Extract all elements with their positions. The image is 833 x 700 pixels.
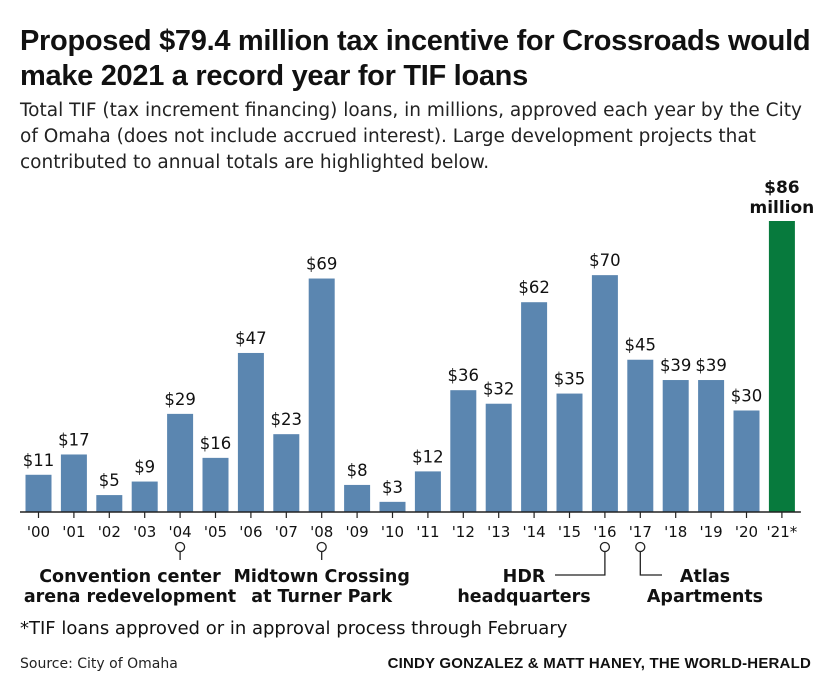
annotation-marker <box>174 541 186 553</box>
bar-12 <box>450 390 477 512</box>
data-label: $70 <box>589 251 621 270</box>
annotation-leader <box>639 551 662 576</box>
bar-02 <box>96 495 123 512</box>
x-tick-label: '13 <box>487 523 510 541</box>
x-tick-label: '14 <box>522 523 545 541</box>
data-label: $30 <box>731 386 763 405</box>
bar-16 <box>591 275 618 512</box>
bar-09 <box>344 484 371 512</box>
x-tick-label: '15 <box>558 523 581 541</box>
annotation-line1: Convention center <box>39 567 221 587</box>
annotation-line2: at Turner Park <box>251 587 392 607</box>
data-label: $39 <box>660 356 692 375</box>
annotation-line1: HDR <box>503 567 546 587</box>
x-tick-label: '04 <box>168 523 191 541</box>
bar-04 <box>167 413 194 512</box>
x-tick-label: '10 <box>381 523 404 541</box>
annotation-marker <box>316 541 327 553</box>
credit-line: CINDY GONZALEZ & MATT HANEY, THE WORLD-H… <box>387 655 811 672</box>
x-tick-label: '18 <box>664 523 687 541</box>
bar-20 <box>733 410 760 512</box>
bar-11 <box>414 471 441 512</box>
data-label: $32 <box>483 380 515 399</box>
bar-19 <box>698 380 725 512</box>
bar-05 <box>202 457 229 512</box>
x-tick-label: '19 <box>699 523 722 541</box>
data-label-highlight-value: $86 <box>764 178 800 198</box>
x-tick-label: '07 <box>275 523 298 541</box>
x-tick-label: '03 <box>133 523 156 541</box>
bar-01 <box>60 454 87 512</box>
data-label: $23 <box>271 410 303 429</box>
x-tick-label: '12 <box>452 523 475 541</box>
data-label: $9 <box>134 458 155 477</box>
x-tick-label: '02 <box>98 523 121 541</box>
x-tick-label: '11 <box>416 523 439 541</box>
data-label: $36 <box>448 366 480 385</box>
data-label: $12 <box>412 447 444 466</box>
data-label: $11 <box>23 451 55 470</box>
bar-18 <box>662 380 689 512</box>
data-label: $29 <box>164 390 196 409</box>
bar-13 <box>485 403 512 512</box>
data-label: $5 <box>99 471 120 490</box>
bar-15 <box>556 393 583 512</box>
bar-06 <box>237 352 264 512</box>
data-label: $69 <box>306 255 338 274</box>
annotation-line2: arena redevelopment <box>24 587 236 607</box>
x-tick-label: '16 <box>593 523 616 541</box>
data-label: $35 <box>554 370 586 389</box>
annotation-line2: headquarters <box>457 587 590 607</box>
x-tick-label: '00 <box>27 523 50 541</box>
data-label: $47 <box>235 329 267 348</box>
data-label: $17 <box>58 430 90 449</box>
bar-21 <box>768 221 795 512</box>
annotation-line1: Midtown Crossing <box>234 567 410 587</box>
bar-08 <box>308 278 335 512</box>
annotation-line2: Apartments <box>647 587 763 607</box>
footnote: *TIF loans approved or in approval proce… <box>20 618 568 639</box>
data-label-highlight-unit: million <box>749 198 814 218</box>
annotation-leader <box>555 551 606 576</box>
data-label: $62 <box>518 278 550 297</box>
data-label: $3 <box>382 478 403 497</box>
bar-14 <box>521 302 548 512</box>
chart-title: Proposed $79.4 million tax incentive for… <box>20 25 811 92</box>
bar-10 <box>379 501 406 512</box>
chart-subtitle: Total TIF (tax increment financing) loan… <box>20 100 802 173</box>
x-tick-label: '09 <box>345 523 368 541</box>
bar-03 <box>131 481 158 512</box>
annotation-marker <box>599 541 611 553</box>
x-tick-label: '20 <box>735 523 758 541</box>
data-label: $39 <box>695 356 727 375</box>
x-tick-label: '06 <box>239 523 262 541</box>
data-label: $45 <box>625 336 657 355</box>
x-tick-label: '01 <box>62 523 85 541</box>
data-label: $16 <box>200 434 232 453</box>
x-tick-label: '21* <box>767 523 798 541</box>
annotation-line1: Atlas <box>680 567 730 587</box>
x-tick-label: '17 <box>629 523 652 541</box>
data-label: $8 <box>347 461 368 480</box>
bar-00 <box>25 474 52 512</box>
x-tick-label: '05 <box>204 523 227 541</box>
bar-07 <box>273 434 300 512</box>
x-tick-label: '08 <box>310 523 333 541</box>
source-note: Source: City of Omaha <box>20 656 178 672</box>
bar-17 <box>627 359 654 512</box>
annotation-marker <box>635 541 646 553</box>
